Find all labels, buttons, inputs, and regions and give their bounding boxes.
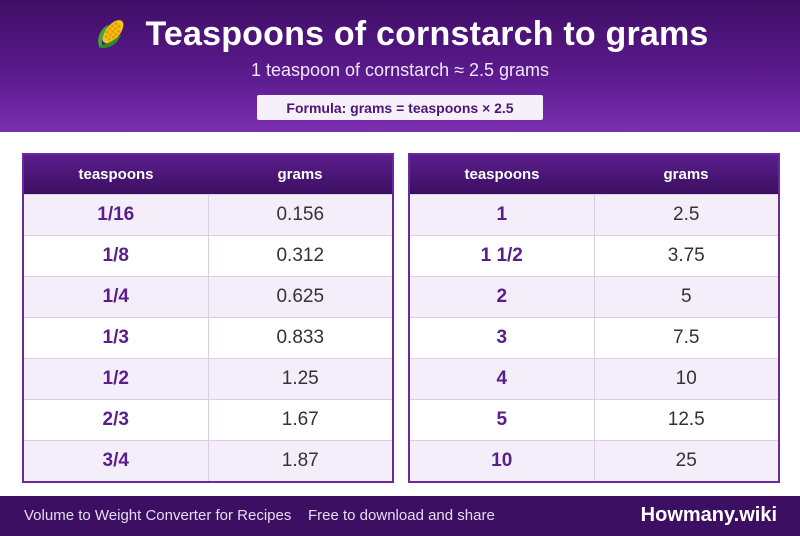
table-row: 1/2 1.25 <box>24 358 392 399</box>
table-row: 3 7.5 <box>410 317 778 358</box>
table-row: 2/3 1.67 <box>24 399 392 440</box>
grams-cell: 3.75 <box>667 245 705 266</box>
table-row: 1 1/2 3.75 <box>410 235 778 276</box>
header-banner: Teaspoons of cornstarch to grams 1 teasp… <box>0 0 800 132</box>
teaspoons-cell: 1/16 <box>24 195 209 235</box>
grams-cell: 0.833 <box>276 327 325 348</box>
teaspoons-cell: 2 <box>410 277 595 317</box>
table-row: 1/8 0.312 <box>24 235 392 276</box>
teaspoons-cell: 3/4 <box>24 441 209 481</box>
teaspoons-cell: 4 <box>410 359 595 399</box>
teaspoons-cell: 1/3 <box>24 318 209 358</box>
grams-cell: 1.87 <box>281 450 319 471</box>
grams-cell: 10 <box>675 368 697 389</box>
teaspoons-cell: 1 <box>410 195 595 235</box>
column-header-teaspoons: teaspoons <box>464 166 540 183</box>
table-row: 4 10 <box>410 358 778 399</box>
teaspoons-cell: 2/3 <box>24 400 209 440</box>
footer-converter-label: Volume to Weight Converter for Recipes <box>24 507 292 524</box>
corn-icon <box>91 14 131 54</box>
grams-cell: 2.5 <box>673 204 700 225</box>
table-row: 10 25 <box>410 440 778 481</box>
column-header-grams: grams <box>663 166 709 183</box>
column-header-teaspoons: teaspoons <box>78 166 154 183</box>
teaspoons-cell: 1/2 <box>24 359 209 399</box>
brand-logo-text[interactable]: Howmany.wiki <box>640 504 777 526</box>
teaspoons-cell: 3 <box>410 318 595 358</box>
title-text: Teaspoons of cornstarch to grams <box>145 14 709 53</box>
table-row: 1/3 0.833 <box>24 317 392 358</box>
grams-cell: 7.5 <box>673 327 700 348</box>
subtitle: 1 teaspoon of cornstarch ≈ 2.5 grams <box>250 60 550 80</box>
teaspoons-cell: 10 <box>410 441 595 481</box>
table-header: teaspoons grams <box>24 155 392 194</box>
teaspoons-cell: 1 1/2 <box>410 236 595 276</box>
grams-cell: 1.67 <box>281 409 319 430</box>
footer-bar: Volume to Weight Converter for Recipes F… <box>0 496 800 536</box>
grams-cell: 25 <box>675 450 697 471</box>
table-row: 1 2.5 <box>410 194 778 235</box>
grams-cell: 1.25 <box>281 368 319 389</box>
table-row: 1/4 0.625 <box>24 276 392 317</box>
column-header-grams: grams <box>277 166 323 183</box>
footer-share-note: Free to download and share <box>308 507 495 524</box>
grams-cell: 0.156 <box>276 204 325 225</box>
table-row: 1/16 0.156 <box>24 194 392 235</box>
grams-cell: 0.312 <box>276 245 325 266</box>
page-title: Teaspoons of cornstarch to grams <box>0 12 800 56</box>
teaspoons-cell: 5 <box>410 400 595 440</box>
table-row: 5 12.5 <box>410 399 778 440</box>
formula-badge: Formula: grams = teaspoons × 2.5 <box>257 95 543 120</box>
grams-cell: 0.625 <box>276 286 325 307</box>
table-row: 3/4 1.87 <box>24 440 392 481</box>
conversion-table-left: teaspoons grams 1/16 0.156 1/8 0.312 1/4 0.… <box>22 153 394 483</box>
grams-cell: 12.5 <box>667 409 705 430</box>
table-header: teaspoons grams <box>410 155 778 194</box>
teaspoons-cell: 1/4 <box>24 277 209 317</box>
grams-cell: 5 <box>680 286 692 307</box>
teaspoons-cell: 1/8 <box>24 236 209 276</box>
